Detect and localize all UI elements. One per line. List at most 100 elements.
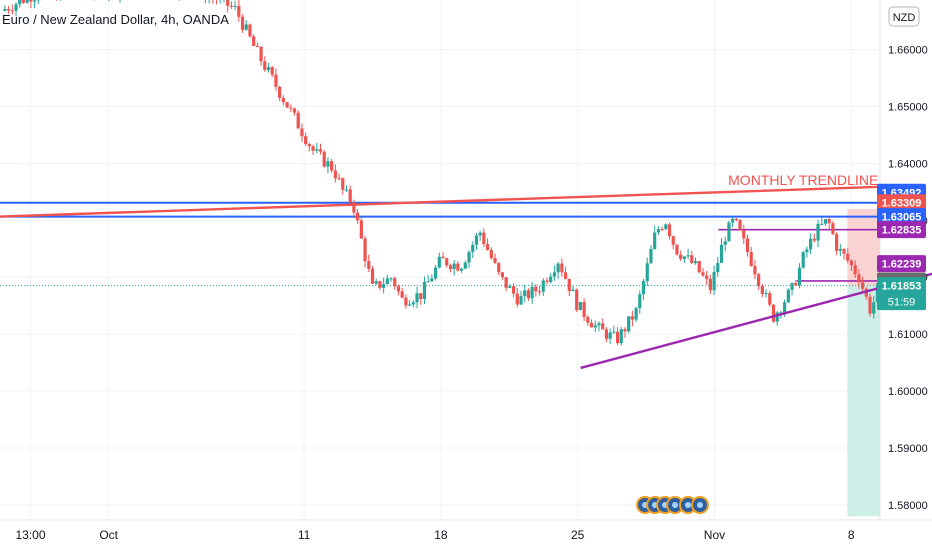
candle-body [463,262,467,269]
candle-body [820,223,824,225]
candle-body [21,0,26,3]
price-badges: 1.634921.633091.630651.628351.619341.622… [877,183,926,311]
candle-body [534,286,538,292]
candle-body [779,312,783,314]
candle-body [3,8,7,11]
candle-body [623,329,627,332]
candle-body [456,263,460,271]
candle-body [593,325,597,328]
candle-body [300,128,304,137]
candle-body [233,5,237,7]
candle-body [627,316,631,332]
candle-body [634,308,638,320]
candle-body [809,238,813,250]
event-markers[interactable] [636,496,709,514]
last-price-label: 1.61853 [882,281,922,293]
candle-body [675,244,679,255]
candle-body [556,263,560,273]
candle-body [474,235,479,245]
candle-body [601,323,605,330]
level-price-badge [877,221,926,239]
candle-body [638,294,642,309]
position-zones [847,208,880,517]
candle-body [861,282,865,289]
candle-body [552,272,557,277]
candle-body [482,232,486,245]
candle-body [615,331,620,344]
candle-body [712,271,716,291]
candle-body [408,304,412,306]
candle-body [411,302,415,305]
candle-body [641,281,646,295]
time-tick-label: Oct [99,528,118,542]
candle-body [515,293,519,305]
monthly-trendline[interactable] [0,185,882,218]
time-tick-label: 13:00 [15,528,45,542]
candle-body [493,258,497,263]
candle-body [575,289,579,310]
currency-badge-frame [888,6,920,27]
candle-body [359,220,363,239]
candle-body [589,322,594,328]
candle-body [404,297,408,306]
candle-body [742,230,746,239]
candle-body [430,278,434,282]
event-marker-dot-icon [697,502,703,508]
candle-body [229,5,233,7]
candle-body [716,262,720,272]
candle-body [248,24,252,37]
candle-body [296,112,300,129]
trendline-annotation: MONTHLY TRENDLINE [728,172,878,188]
candle-body [835,234,839,251]
candle-body [827,219,831,224]
candle-body [25,0,29,3]
time-tick-label: 18 [434,528,448,542]
candle-body [597,323,601,326]
stop-loss-zone[interactable] [847,208,880,286]
currency-badge[interactable]: NZD [888,6,920,27]
candle-body [304,136,308,145]
candle-body [396,286,401,292]
candle-body [838,249,842,251]
candle-body [727,222,731,242]
candle-body [823,219,828,224]
candle-body [693,261,698,264]
candle-body [846,253,850,261]
candle-body [682,256,686,259]
candle-body [872,302,876,314]
candle-body [857,274,861,283]
candle-body [705,275,709,279]
candle-body [701,272,705,276]
candle-body [645,263,649,282]
candle-body [686,255,690,257]
candle-body [571,289,575,292]
candle-body [307,144,311,147]
candle-body [341,178,345,190]
candle-body [6,8,11,11]
candle-body [816,223,820,241]
candle-body [333,170,337,179]
level-price-badge-label: 1.63065 [882,212,922,224]
candle-body [422,282,427,300]
price-tick-label: 1.60000 [888,386,928,398]
candle-body [434,267,438,279]
candle-body [226,0,230,6]
candle-body [612,331,616,333]
candle-body [244,24,248,30]
candle-body [274,74,278,87]
candle-body [786,289,790,303]
candle-body [285,102,289,108]
level-price-badge-label: 1.63309 [882,198,922,210]
level-price-badge [877,194,926,212]
candle-body [690,255,694,264]
candle-body [18,0,22,5]
candle-body [749,252,753,266]
take-profit-zone[interactable] [847,285,880,517]
candle-body [326,161,330,167]
time-tick-label: 25 [571,528,585,542]
candle-body [831,223,835,235]
candle-body [671,236,675,245]
time-axis[interactable]: 13:00 Oct 11 18 25 Nov 8 [15,528,854,542]
